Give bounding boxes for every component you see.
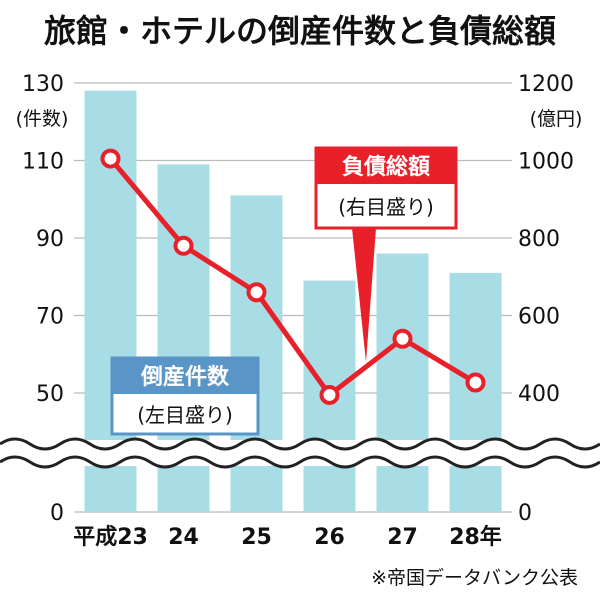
legend-red-header [316, 148, 456, 184]
left-tick-label: 110 [22, 150, 64, 175]
category-labels: 平成23 24 25 26 27 28年 [73, 524, 502, 550]
category-label: 28年 [449, 524, 502, 550]
source-note: ※帝国データバンク公表 [371, 567, 578, 589]
legend-blue-sub: (左目盛り) [137, 403, 233, 427]
axis-break-wave-top [0, 437, 600, 451]
line-point [173, 235, 194, 256]
right-tick-label: 400 [518, 382, 560, 407]
left-tick-label: 0 [50, 501, 64, 526]
legend-red-name: 負債総額 [342, 154, 430, 180]
legend-blue-name: 倒産件数 [140, 364, 230, 390]
line-point [465, 372, 486, 393]
line-point [319, 384, 340, 405]
line-point [392, 328, 413, 349]
legend-red-label: 負債総額 (右目盛り) [314, 146, 458, 362]
axis-break [0, 437, 600, 469]
left-tick-label: 130 [22, 72, 64, 97]
right-axis-ticks: 1200 1000 800 600 400 0 [518, 72, 574, 526]
left-axis-ticks: 130 110 90 70 50 0 [22, 72, 64, 526]
right-tick-label: 800 [518, 227, 560, 252]
right-tick-label: 1200 [518, 72, 574, 97]
category-label: 27 [387, 525, 418, 550]
right-tick-label: 600 [518, 305, 560, 330]
category-label: 26 [314, 525, 345, 550]
legend-blue-label: 倒産件数 (左目盛り) [110, 356, 260, 436]
line-series [100, 148, 486, 405]
bar [376, 253, 429, 512]
axis-break-wave-bottom [0, 455, 600, 469]
left-tick-label: 70 [36, 305, 64, 330]
category-label: 24 [168, 525, 199, 550]
chart-title: 旅館・ホテルの倒産件数と負債総額 [44, 12, 556, 50]
category-label: 平成23 [73, 525, 148, 550]
right-tick-label: 1000 [518, 150, 574, 175]
left-tick-label: 90 [36, 227, 64, 252]
line-point [246, 282, 267, 303]
category-label: 25 [241, 525, 272, 550]
right-axis-unit: (億円) [530, 108, 583, 130]
legend-blue-header [112, 358, 258, 394]
line-point [100, 148, 121, 169]
legend-red-sub: (右目盛り) [338, 195, 434, 219]
legend-red-pointer [352, 228, 376, 362]
left-tick-label: 50 [36, 382, 64, 407]
debt-line [108, 156, 477, 398]
left-axis-unit: (件数) [16, 108, 69, 130]
right-tick-label: 0 [518, 501, 532, 526]
